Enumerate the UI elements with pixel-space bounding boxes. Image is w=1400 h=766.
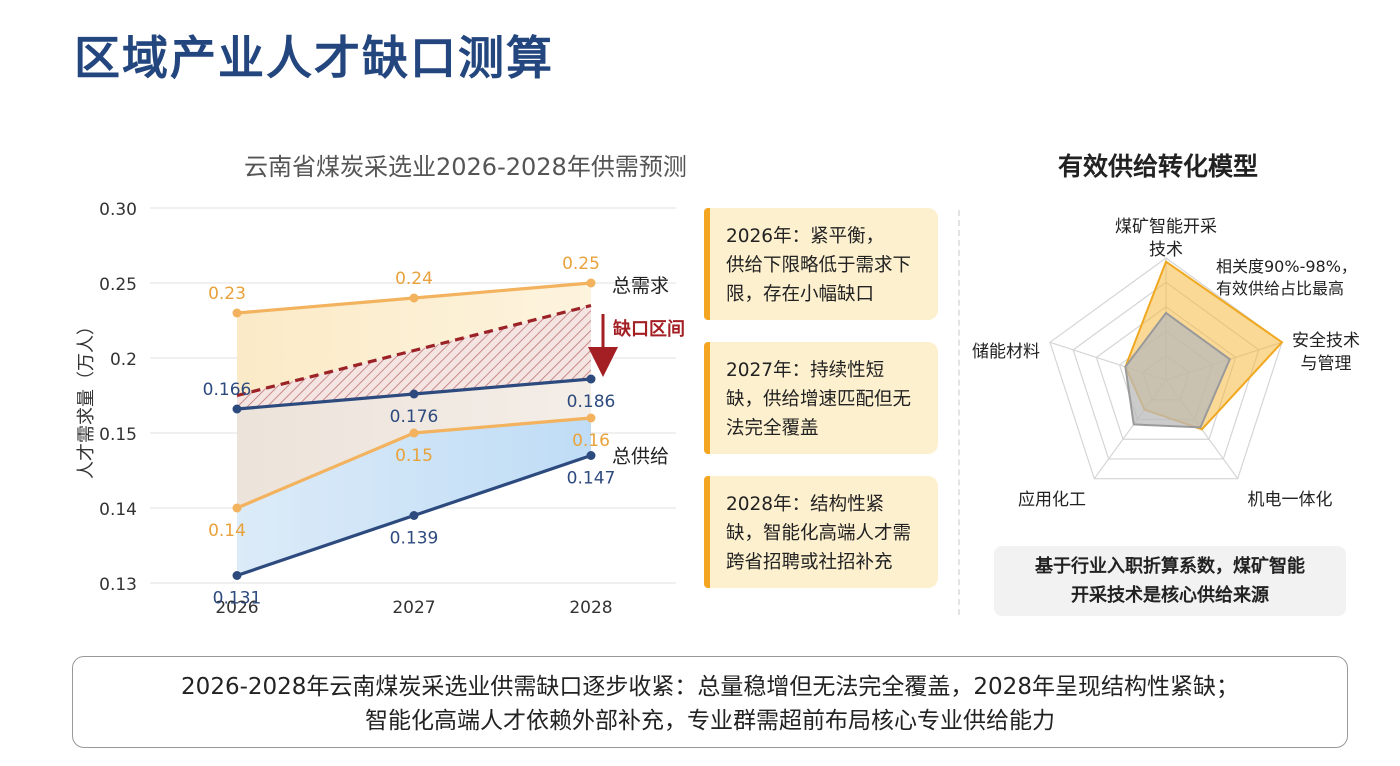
data-label: 0.24 <box>395 269 433 289</box>
x-tick-label: 2028 <box>569 598 612 618</box>
data-label: 0.147 <box>567 469 616 489</box>
radar-axis-label: 应用化工 <box>1018 490 1086 510</box>
note-2027: 2027年：持续性短缺，供给增速匹配但无 法完全覆盖 <box>704 342 938 454</box>
data-label: 0.176 <box>390 407 439 427</box>
point-4-0 <box>232 571 242 580</box>
radar-axis-label: 机电一体化 <box>1248 490 1333 510</box>
y-tick-label: 0.30 <box>99 200 137 220</box>
data-label: 0.25 <box>562 254 600 274</box>
data-label: 0.186 <box>567 392 616 412</box>
note-line: 供给下限略低于需求下 <box>726 255 912 276</box>
radar-axis-label: 安全技术 <box>1292 331 1360 351</box>
x-tick-label: 2026 <box>215 598 258 618</box>
note-2026: 2026年：紧平衡， 供给下限略低于需求下 限，存在小幅缺口 <box>704 208 938 320</box>
summary-line1: 2026-2028年云南煤炭采选业供需缺口逐步收紧：总量稳增但无法完全覆盖，20… <box>181 674 1239 700</box>
note-line: 限，存在小幅缺口 <box>726 284 875 305</box>
point-2-0 <box>232 404 242 414</box>
y-tick-label: 0.15 <box>99 425 137 445</box>
point-0-2 <box>586 278 596 288</box>
radar-axis-label: 技术 <box>1149 240 1183 260</box>
point-4-1 <box>409 511 419 520</box>
note-line: 2027年：持续性短 <box>726 360 885 381</box>
gap-band <box>237 305 591 409</box>
data-label: 0.139 <box>390 529 439 549</box>
y-tick-label: 0.14 <box>99 500 137 520</box>
note-line: 缺，智能化高端人才需 <box>726 523 912 544</box>
y-tick-label: 0.13 <box>99 575 137 595</box>
supply-band <box>237 418 591 576</box>
y-tick-label: 0.25 <box>99 275 137 295</box>
note-line: 法完全覆盖 <box>726 418 819 439</box>
point-2-1 <box>409 389 419 399</box>
point-0-1 <box>409 293 419 303</box>
radar-series-1 <box>1124 311 1232 429</box>
data-label: 0.14 <box>208 521 246 541</box>
supply-demand-chart: 0.30 0.25 0.2 0.15 0.14 0.13 2026 2027 2028 人才需求量… <box>76 200 685 618</box>
radar-axis-label: 储能材料 <box>972 342 1040 362</box>
radar-note-line1: 基于行业入职折算系数，煤矿智能 <box>1035 556 1305 577</box>
radar-axis-label: 与管理 <box>1301 354 1352 374</box>
point-3-0 <box>232 503 242 513</box>
data-label: 0.15 <box>395 446 433 466</box>
radar-note: 基于行业入职折算系数，煤矿智能 开采技术是核心供给来源 <box>994 546 1346 616</box>
legend-supply: 总供给 <box>612 446 669 468</box>
radar-axis-label: 煤矿智能开采 <box>1115 217 1217 237</box>
data-label: 0.16 <box>572 431 610 451</box>
y-tick-label: 0.2 <box>110 350 137 370</box>
note-2028: 2028年：结构性紧缺，智能化高端人才需 跨省招聘或社招补充 <box>704 476 938 588</box>
radar-title: 有效供给转化模型 <box>1058 152 1259 181</box>
chart-title: 云南省煤炭采选业2026-2028年供需预测 <box>244 153 687 181</box>
demand-band <box>237 283 591 396</box>
data-label: 0.166 <box>203 380 252 400</box>
summary-box: 2026-2028年云南煤炭采选业供需缺口逐步收紧：总量稳增但无法完全覆盖，20… <box>72 656 1348 748</box>
radar-annotation: 有效供给占比最高 <box>1216 279 1344 298</box>
summary-line2: 智能化高端人才依赖外部补充，专业群需超前布局核心专业供给能力 <box>365 708 1055 734</box>
point-0-0 <box>232 308 242 318</box>
radar-note-line2: 开采技术是核心供给来源 <box>1071 585 1269 606</box>
data-label: 0.131 <box>213 589 262 609</box>
point-3-2 <box>586 413 596 423</box>
page-title: 区域产业人才缺口测算 <box>74 31 554 85</box>
note-line: 跨省招聘或社招补充 <box>726 552 893 573</box>
gap-label: 缺口区间 <box>612 318 685 340</box>
note-line: 2026年：紧平衡， <box>726 226 885 247</box>
point-4-2 <box>586 451 596 460</box>
note-line: 2028年：结构性紧 <box>726 494 885 515</box>
point-3-1 <box>409 428 419 438</box>
series-line-1 <box>236 303 592 398</box>
x-tick-label: 2027 <box>392 598 435 618</box>
overlap-band <box>237 379 591 508</box>
section-divider <box>958 210 960 615</box>
y-axis-label: 人才需求量（万人） <box>76 317 97 479</box>
legend-demand: 总需求 <box>612 275 669 297</box>
data-label: 0.23 <box>208 284 246 304</box>
note-line: 缺，供给增速匹配但无 <box>726 389 912 410</box>
radar-annotation: 相关度90%-98%， <box>1216 257 1357 276</box>
